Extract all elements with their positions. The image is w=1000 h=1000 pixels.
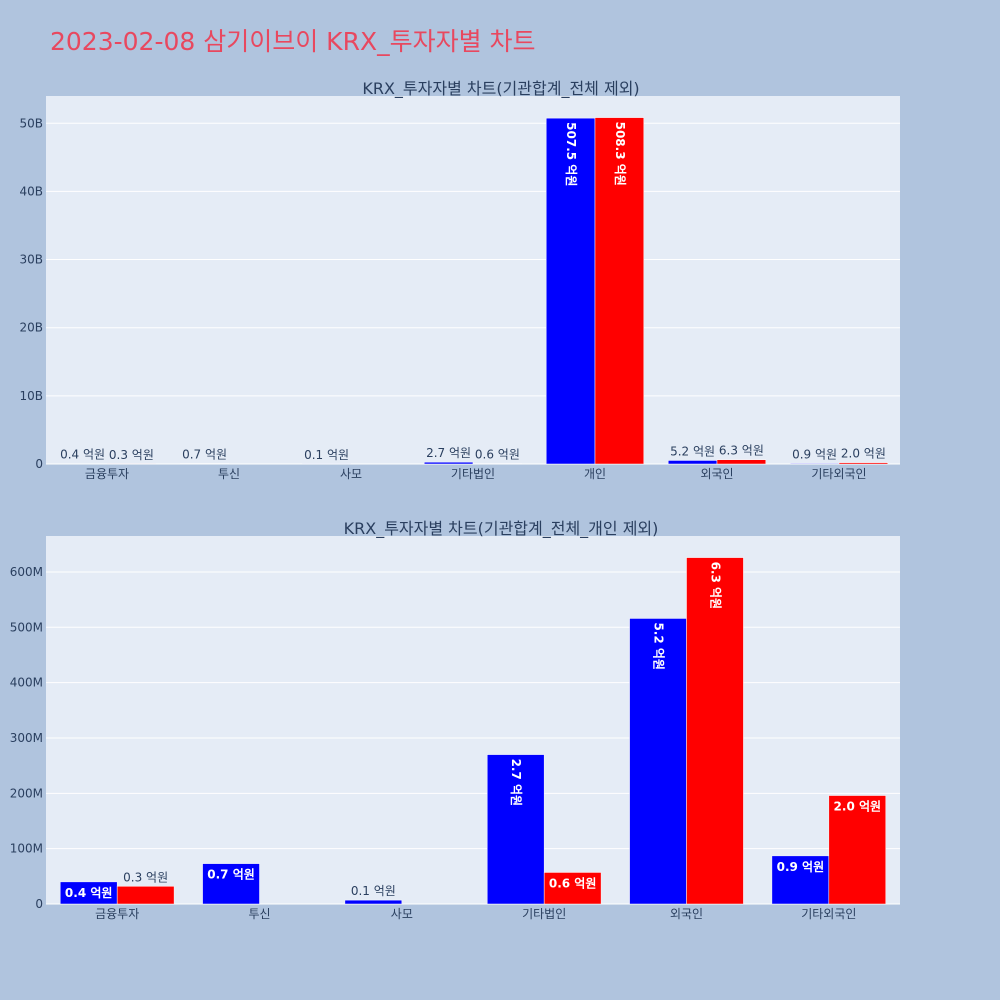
bar-series-2 (828, 795, 887, 905)
bar-series-2 (686, 557, 744, 905)
data-label: 5.2 억원 (652, 622, 666, 670)
bar-series-2 (116, 886, 175, 905)
data-label: 2.7 억원 (426, 446, 471, 460)
chart-subtitle: KRX_투자자별 차트(기관합계_전체 제외) (362, 79, 639, 99)
x-tick-label: 외국인 (700, 467, 733, 481)
x-tick-label: 기타법인 (522, 907, 566, 921)
x-tick-label: 금융투자 (85, 467, 129, 481)
bar-series-1 (789, 463, 840, 465)
data-label: 5.2 억원 (670, 444, 715, 458)
bar-series-2 (838, 462, 889, 465)
x-tick-label: 사모 (340, 467, 362, 481)
data-label: 2.7 억원 (509, 759, 523, 807)
data-label: 0.3 억원 (123, 870, 168, 884)
x-tick-label: 투신 (248, 907, 270, 921)
data-label: 2.0 억원 (834, 800, 882, 814)
x-tick-label: 사모 (391, 907, 413, 921)
data-label: 508.3 억원 (613, 122, 627, 186)
y-tick-label: 0 (35, 897, 43, 911)
y-tick-label: 600M (10, 565, 43, 579)
chart-subtitle: KRX_투자자별 차트(기관합계_전체_개인 제외) (344, 519, 659, 539)
bar-series-2 (594, 117, 645, 465)
bar-series-1 (202, 863, 260, 905)
y-tick-label: 200M (10, 786, 43, 800)
data-label: 0.6 억원 (549, 876, 597, 890)
data-label: 0.3 억원 (109, 448, 154, 462)
y-tick-label: 500M (10, 620, 43, 634)
data-label: 0.7 억원 (207, 868, 255, 882)
data-label: 6.3 억원 (719, 444, 764, 458)
data-label: 0.7 억원 (182, 448, 227, 462)
y-tick-label: 10B (19, 389, 43, 403)
bar-series-1 (486, 754, 545, 905)
bar-series-1 (629, 618, 687, 905)
data-label: 507.5 억원 (564, 122, 578, 186)
data-label: 0.1 억원 (351, 884, 396, 898)
x-tick-label: 기타외국인 (811, 467, 866, 481)
y-tick-label: 30B (19, 253, 43, 267)
data-label: 0.9 억원 (792, 447, 837, 461)
plot-area (46, 96, 900, 464)
bar-series-1 (423, 461, 474, 465)
chart-2: 0 100M 200M 300M 400M 500M 600M KRX_투자자별 차트(기관합… (10, 519, 900, 921)
y-tick-label: 50B (19, 116, 43, 130)
x-tick-label: 금융투자 (95, 907, 139, 921)
page-title: 2023-02-08 삼기이브이 KRX_투자자별 차트 (50, 27, 536, 56)
bar-series-1 (344, 899, 403, 905)
y-tick-label: 0 (35, 457, 43, 471)
y-tick-label: 100M (10, 842, 43, 856)
data-label: 0.9 억원 (777, 860, 825, 874)
y-tick-label: 20B (19, 321, 43, 335)
bar-series-2 (716, 459, 767, 465)
y-tick-label: 40B (19, 184, 43, 198)
chart-1: 0 10B 20B 30B 40B 50B KRX_투자자별 차트(기관합계_전체 제외) 금… (19, 79, 900, 481)
x-tick-label: 외국인 (670, 907, 703, 921)
bar-series-1 (771, 855, 830, 905)
data-label: 2.0 억원 (841, 447, 886, 461)
data-label: 0.4 억원 (60, 448, 105, 462)
bar-series-2 (543, 872, 602, 905)
x-tick-label: 투신 (218, 467, 240, 481)
x-tick-label: 기타외국인 (801, 907, 856, 921)
x-tick-label: 개인 (584, 467, 606, 481)
y-tick-label: 300M (10, 731, 43, 745)
plot-area (46, 536, 900, 904)
data-label: 0.6 억원 (475, 448, 520, 462)
data-label: 0.1 억원 (304, 448, 349, 462)
data-label: 6.3 억원 (708, 562, 722, 610)
data-label: 0.4 억원 (65, 886, 113, 900)
x-tick-label: 기타법인 (451, 467, 495, 481)
y-tick-label: 400M (10, 676, 43, 690)
bar-series-1 (667, 460, 718, 465)
